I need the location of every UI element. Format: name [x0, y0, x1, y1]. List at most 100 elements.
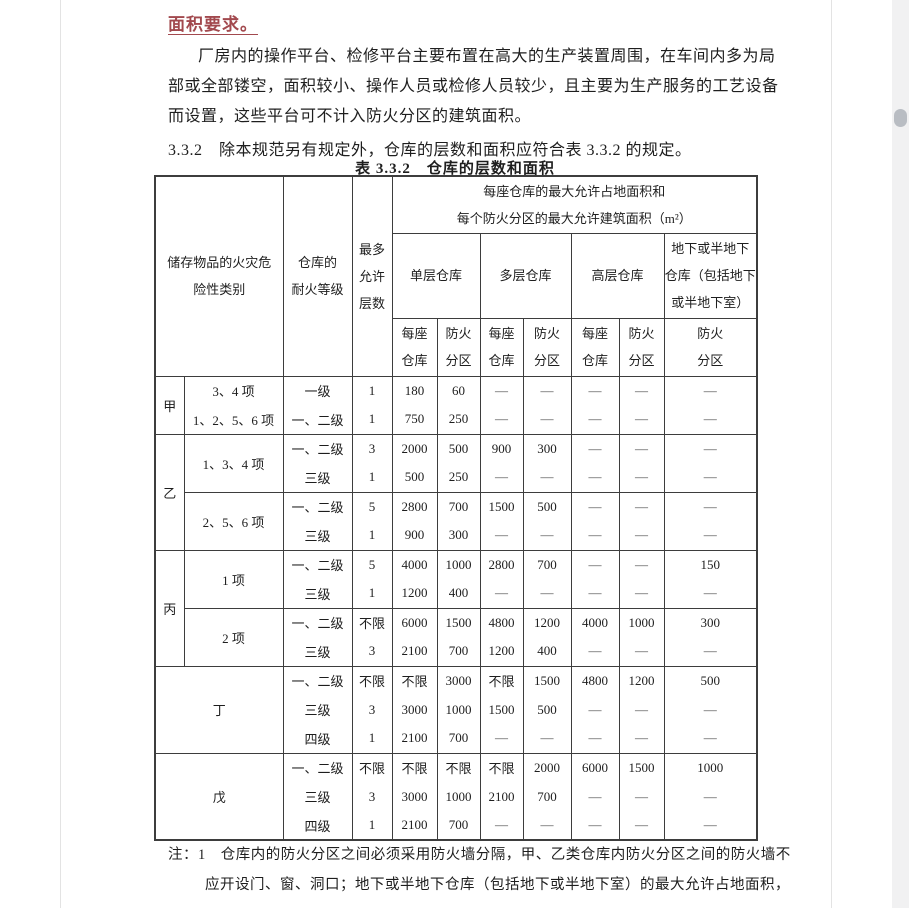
- table-cell: 1000: [663, 752, 758, 782]
- header-multi-storey: 多层仓库: [479, 232, 572, 319]
- table-cell: —: [570, 463, 620, 492]
- category-cell: 甲: [154, 375, 185, 434]
- table-cell: 500: [663, 665, 758, 695]
- table-cell: 不限: [351, 665, 393, 695]
- table-cell: —: [663, 811, 758, 840]
- table-row: 丁 一、二级 不限 不限 3000 不限 1500 4800 1200 500: [154, 665, 758, 753]
- table-cell: 一、二级: [282, 665, 353, 695]
- table-cell: 3: [351, 433, 393, 463]
- table-note-line: 应开设门、窗、洞口；地下或半地下仓库（包括地下或半地下室）的最大允许占地面积，: [205, 877, 790, 893]
- scrollbar-thumb[interactable]: [894, 109, 907, 127]
- table-cell: —: [522, 463, 572, 492]
- table-cell: 400: [436, 579, 481, 608]
- table-cell: 不限: [351, 607, 393, 637]
- table-cell: —: [479, 811, 524, 840]
- table-cell: 1500: [479, 695, 524, 724]
- table-cell: —: [479, 579, 524, 608]
- table-cell: 6000: [391, 607, 438, 637]
- table-cell: 一、二级: [282, 607, 353, 637]
- table-cell: 1500: [479, 491, 524, 521]
- item-cell: 1、2、5、6 项: [183, 405, 284, 434]
- table-cell: 1: [351, 463, 393, 492]
- table-cell: —: [618, 724, 665, 753]
- table-cell: —: [618, 811, 665, 840]
- table-cell: —: [663, 491, 758, 521]
- table-cell: —: [522, 724, 572, 753]
- table-cell: —: [570, 579, 620, 608]
- header-per-warehouse: 每座 仓库: [479, 317, 524, 377]
- table-cell: 700: [522, 782, 572, 811]
- table-cell: 三级: [282, 637, 353, 666]
- table-cell: 1: [351, 811, 393, 840]
- header-row-1: 储存物品的火灾危 险性类别 仓库的 耐火等级 最多 允许 层数 每座仓库的最大允…: [154, 175, 758, 377]
- header-row-3: 每座 仓库 防火 分区 每座 仓库 防火 分区 每座 仓库 防火 分区 防火 分…: [155, 317, 758, 377]
- table-cell: 1: [351, 405, 393, 434]
- table-cell: —: [479, 521, 524, 550]
- table-cell: —: [663, 637, 758, 666]
- table-cell: 1200: [618, 665, 665, 695]
- table-cell: —: [618, 637, 665, 666]
- table-cell: —: [663, 695, 758, 724]
- table-cell: 2000: [522, 752, 572, 782]
- table-cell: —: [618, 521, 665, 550]
- table-cell: —: [618, 433, 665, 463]
- table-cell: —: [570, 521, 620, 550]
- table-cell: 一、二级: [282, 491, 353, 521]
- table-cell: 一级: [282, 375, 353, 405]
- item-cell: 1、3、4 项: [183, 433, 284, 492]
- table-cell: —: [570, 405, 620, 434]
- table-note-line: 注：1 仓库内的防火分区之间必须采用防火墙分隔，甲、乙类仓库内防火分区之间的防火…: [168, 847, 791, 863]
- table-row: 甲 3、4 项 一级 1 180 60 — — — — —: [154, 375, 758, 434]
- table-cell: 60: [436, 375, 481, 405]
- table-row: 1、2、5、6 项 一、二级 1 750 250 — — — — —: [155, 405, 758, 434]
- table-cell: —: [570, 549, 620, 579]
- header-fire-resistance: 仓库的 耐火等级: [282, 175, 353, 377]
- table-cell: —: [570, 811, 620, 840]
- category-cell: 乙: [154, 433, 185, 550]
- table-cell: 3: [351, 782, 393, 811]
- header-high-rise: 高层仓库: [570, 232, 665, 319]
- table-cell: 不限: [391, 752, 438, 782]
- table-row: 三级 1 1200 400 — — — — —: [155, 579, 758, 608]
- table-cell: —: [663, 521, 758, 550]
- table-cell: —: [570, 695, 620, 724]
- header-fire-compartment: 防火 分区: [618, 317, 665, 377]
- table-cell: 500: [436, 433, 481, 463]
- table-cell: —: [570, 637, 620, 666]
- header-fire-compartment: 防火 分区: [663, 317, 758, 377]
- table-cell: 三级: [282, 695, 353, 724]
- table-cell: —: [663, 405, 758, 434]
- header-area-title: 每座仓库的最大允许占地面积和 每个防火分区的最大允许建筑面积（m²）: [391, 175, 758, 234]
- scrollbar-track[interactable]: [892, 0, 909, 908]
- table-cell: 4800: [479, 607, 524, 637]
- table-cell: 不限: [479, 665, 524, 695]
- table-cell: —: [663, 579, 758, 608]
- table-cell: 1: [351, 521, 393, 550]
- category-cell: 丙: [154, 549, 185, 666]
- table-cell: 900: [479, 433, 524, 463]
- table-cell: 500: [522, 695, 572, 724]
- table-cell: —: [618, 782, 665, 811]
- table-cell: 6000: [570, 752, 620, 782]
- table-cell: —: [570, 491, 620, 521]
- table-cell: 3000: [436, 665, 481, 695]
- header-category: 储存物品的火灾危 险性类别: [154, 175, 284, 377]
- header-row-2: 单层仓库 多层仓库 高层仓库 地下或半地下 仓库（包括地下 或半地下室）: [155, 232, 758, 319]
- table-cell: 不限: [351, 752, 393, 782]
- table-cell: 1200: [479, 637, 524, 666]
- table-cell: 2100: [391, 637, 438, 666]
- table-row: 2 项 一、二级 不限 6000 1500 4800 1200 4000 100…: [155, 607, 758, 666]
- table-cell: 2000: [391, 433, 438, 463]
- table-cell: —: [618, 463, 665, 492]
- table-cell: 3: [351, 695, 393, 724]
- table-row: 三级 1 900 300 — — — — —: [155, 521, 758, 550]
- table-cell: 四级: [282, 811, 353, 840]
- table-cell: 三级: [282, 579, 353, 608]
- table-cell: —: [663, 375, 758, 405]
- category-cell: 丁: [154, 665, 284, 753]
- table-cell: 不限: [436, 752, 481, 782]
- table-cell: —: [570, 724, 620, 753]
- table-cell: 2800: [479, 549, 524, 579]
- table-cell: 700: [436, 811, 481, 840]
